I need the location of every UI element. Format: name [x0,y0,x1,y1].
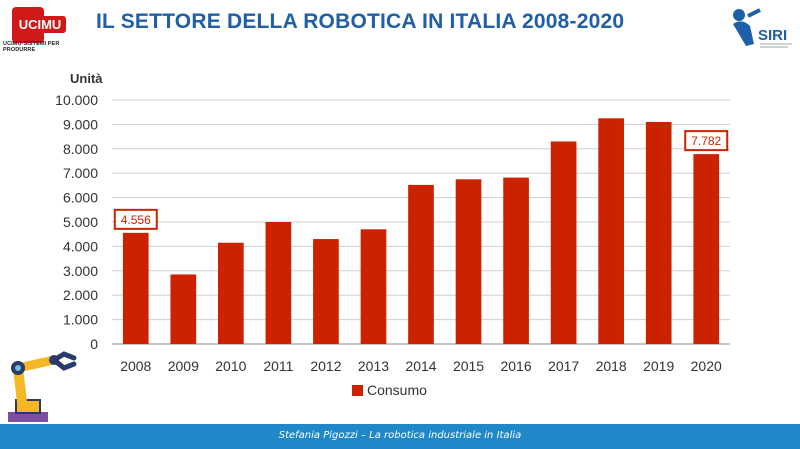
x-tick-label: 2009 [168,358,199,374]
y-tick-label: 5.000 [63,214,98,230]
bar-2020 [693,154,720,344]
y-tick-label: 9.000 [63,116,98,132]
legend-label: Consumo [367,382,427,398]
y-axis-label: Unità [70,71,103,86]
ucimu-logo-name: UCIMU [19,17,62,32]
data-label: 7.782 [691,134,721,148]
y-tick-label: 8.000 [63,141,98,157]
bar-2013 [360,229,387,344]
bar-2015 [455,179,482,344]
bar-chart: 0 1.000 2.000 3.000 4.000 5.000 6.000 7.000 8.00… [55,71,730,398]
ucimu-logo: UCIMU [12,7,66,43]
bar-2009 [170,274,197,344]
x-tick-label: 2012 [310,358,341,374]
bar-2010 [218,242,244,344]
bar-2016 [503,177,529,344]
bar-2017 [550,141,577,344]
x-tick-label: 2019 [643,358,674,374]
data-label-box [684,130,729,152]
y-tick-label: 3.000 [63,263,98,279]
legend-swatch [352,385,363,396]
robot-elbow-hub [15,365,21,371]
footer-bar: Stefania Pigozzi – La robotica industria… [0,424,800,449]
x-tick-label: 2013 [358,358,389,374]
x-tick-label: 2020 [691,358,722,374]
siri-logo: SIRI [733,8,792,48]
y-tick-label: 2.000 [63,287,98,303]
bar-2019 [645,121,672,345]
y-tick-label: 4.000 [63,238,98,254]
y-tick-labels: 0 1.000 2.000 3.000 4.000 5.000 6.000 7.000 8.00… [55,92,98,352]
slide-title: IL SETTORE DELLA ROBOTICA IN ITALIA 2008… [96,10,625,33]
x-tick-label: 2008 [120,358,151,374]
y-tick-label: 7.000 [63,165,98,181]
data-label-box [113,208,158,230]
x-tick-label: 2011 [263,358,293,374]
y-tick-label: 1.000 [63,312,98,328]
data-label: 4.556 [121,213,151,227]
x-tick-label: 2017 [548,358,579,374]
y-tick-label: 6.000 [63,190,98,206]
robot-wrist [49,355,59,365]
siri-logo-figure [733,21,754,46]
bar-2011 [265,222,292,344]
bar-2008 [122,232,149,344]
chart-annotations: 4.556 7.782 [113,130,729,230]
chart-legend: Consumo [352,382,427,398]
chart-bars [122,118,720,345]
x-tick-label: 2010 [215,358,246,374]
bar-2012 [313,239,339,344]
x-tick-label: 2015 [453,358,484,374]
siri-logo-arm [747,8,761,18]
footer-text: Stefania Pigozzi – La robotica industria… [278,430,522,441]
ucimu-logo-band [16,16,66,33]
y-tick-label: 10.000 [55,92,98,108]
ucimu-tagline: UCIMU-SISTEMI PER PRODURRE [3,41,60,53]
x-tick-labels: 2008 2009 2010 2011 2012 2013 2014 2015 2016 2017… [120,358,722,374]
bar-2018 [598,118,624,344]
x-tick-label: 2016 [500,358,531,374]
siri-logo-head [733,9,745,21]
bar-2014 [408,184,434,344]
x-tick-label: 2014 [405,358,436,374]
robot-arm-icon [8,351,77,422]
y-tick-label: 0 [90,336,98,352]
robot-base [8,412,48,422]
x-tick-label: 2018 [596,358,627,374]
siri-logo-name: SIRI [758,27,787,44]
